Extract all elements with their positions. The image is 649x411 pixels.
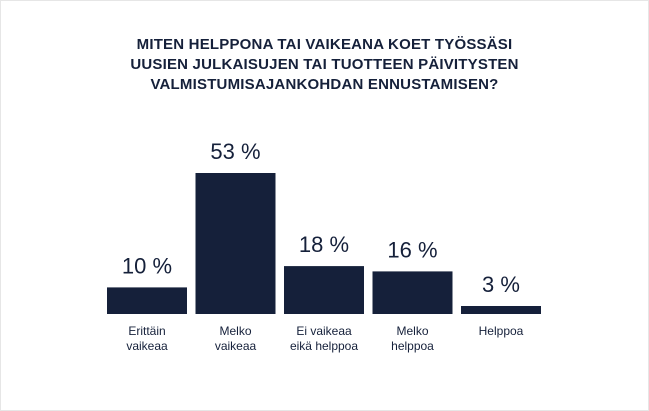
chart-title: MITEN HELPPONA TAI VAIKEANA KOET TYÖSSÄS…: [0, 35, 649, 95]
category-label-4-line-2: helppoa: [391, 339, 434, 353]
chart-title-line-2: UUSIEN JULKAISUJEN TAI TUOTTEEN PÄIVITYS…: [130, 56, 519, 73]
category-label-4-line-1: Melko: [396, 324, 428, 338]
value-label-4: 16 %: [387, 237, 437, 262]
bar-2: [195, 173, 276, 314]
value-label-2: 53 %: [210, 139, 260, 164]
category-label-3-line-1: Ei vaikeaa: [296, 324, 352, 338]
category-label-3-line-2: eikä helppoa: [290, 339, 358, 353]
category-label-2-line-2: vaikeaa: [215, 339, 257, 353]
bar-3: [284, 266, 364, 314]
category-label-5-line-1: Helppoa: [479, 324, 524, 338]
category-label-2-line-1: Melko: [219, 324, 251, 338]
chart-title-line-1: MITEN HELPPONA TAI VAIKEANA KOET TYÖSSÄS…: [136, 36, 513, 53]
bar-4: [372, 271, 453, 314]
value-label-5: 3 %: [482, 272, 520, 297]
chart-title-line-3: VALMISTUMISAJANKOHDAN ENNUSTAMISEN?: [150, 76, 499, 93]
bar-1: [107, 287, 187, 314]
bar-5: [461, 306, 541, 314]
category-label-1-line-1: Erittäin: [128, 324, 165, 338]
category-label-1-line-2: vaikeaa: [126, 339, 168, 353]
value-label-3: 18 %: [299, 232, 349, 257]
value-label-1: 10 %: [122, 253, 172, 278]
